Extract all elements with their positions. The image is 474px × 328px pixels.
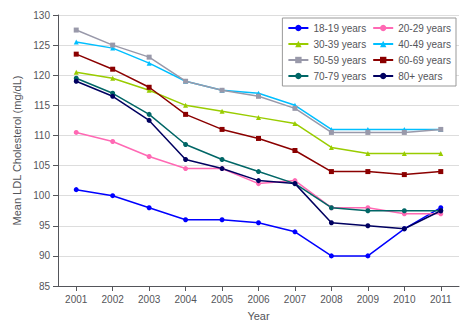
svg-text:70-79 years: 70-79 years: [313, 71, 366, 82]
svg-text:20-29 years: 20-29 years: [398, 23, 451, 34]
svg-text:Mean LDL Cholesterol (mg/dL): Mean LDL Cholesterol (mg/dL): [11, 76, 23, 226]
svg-text:2009: 2009: [357, 294, 380, 305]
svg-text:2004: 2004: [174, 294, 197, 305]
svg-text:2007: 2007: [284, 294, 307, 305]
svg-text:2008: 2008: [320, 294, 343, 305]
svg-text:40-49 years: 40-49 years: [398, 39, 451, 50]
svg-text:85: 85: [39, 281, 51, 292]
svg-text:90: 90: [39, 250, 51, 261]
svg-text:115: 115: [34, 100, 50, 111]
svg-text:2011: 2011: [430, 294, 452, 305]
svg-text:80+ years: 80+ years: [398, 71, 442, 82]
svg-text:110: 110: [34, 130, 50, 141]
svg-text:130: 130: [33, 10, 50, 21]
svg-text:50-59 years: 50-59 years: [313, 55, 366, 66]
svg-text:2010: 2010: [393, 294, 416, 305]
svg-text:105: 105: [33, 160, 50, 171]
svg-text:2005: 2005: [211, 294, 234, 305]
svg-text:Year: Year: [247, 310, 270, 322]
svg-text:2003: 2003: [138, 294, 161, 305]
svg-text:100: 100: [33, 190, 50, 201]
svg-text:2001: 2001: [65, 294, 88, 305]
svg-text:18-19 years: 18-19 years: [313, 23, 366, 34]
svg-text:120: 120: [33, 70, 50, 81]
svg-text:2002: 2002: [102, 294, 125, 305]
svg-text:30-39 years: 30-39 years: [313, 39, 366, 50]
svg-text:95: 95: [39, 220, 51, 231]
svg-text:2006: 2006: [247, 294, 270, 305]
svg-text:60-69 years: 60-69 years: [398, 55, 451, 66]
svg-text:125: 125: [33, 40, 50, 51]
